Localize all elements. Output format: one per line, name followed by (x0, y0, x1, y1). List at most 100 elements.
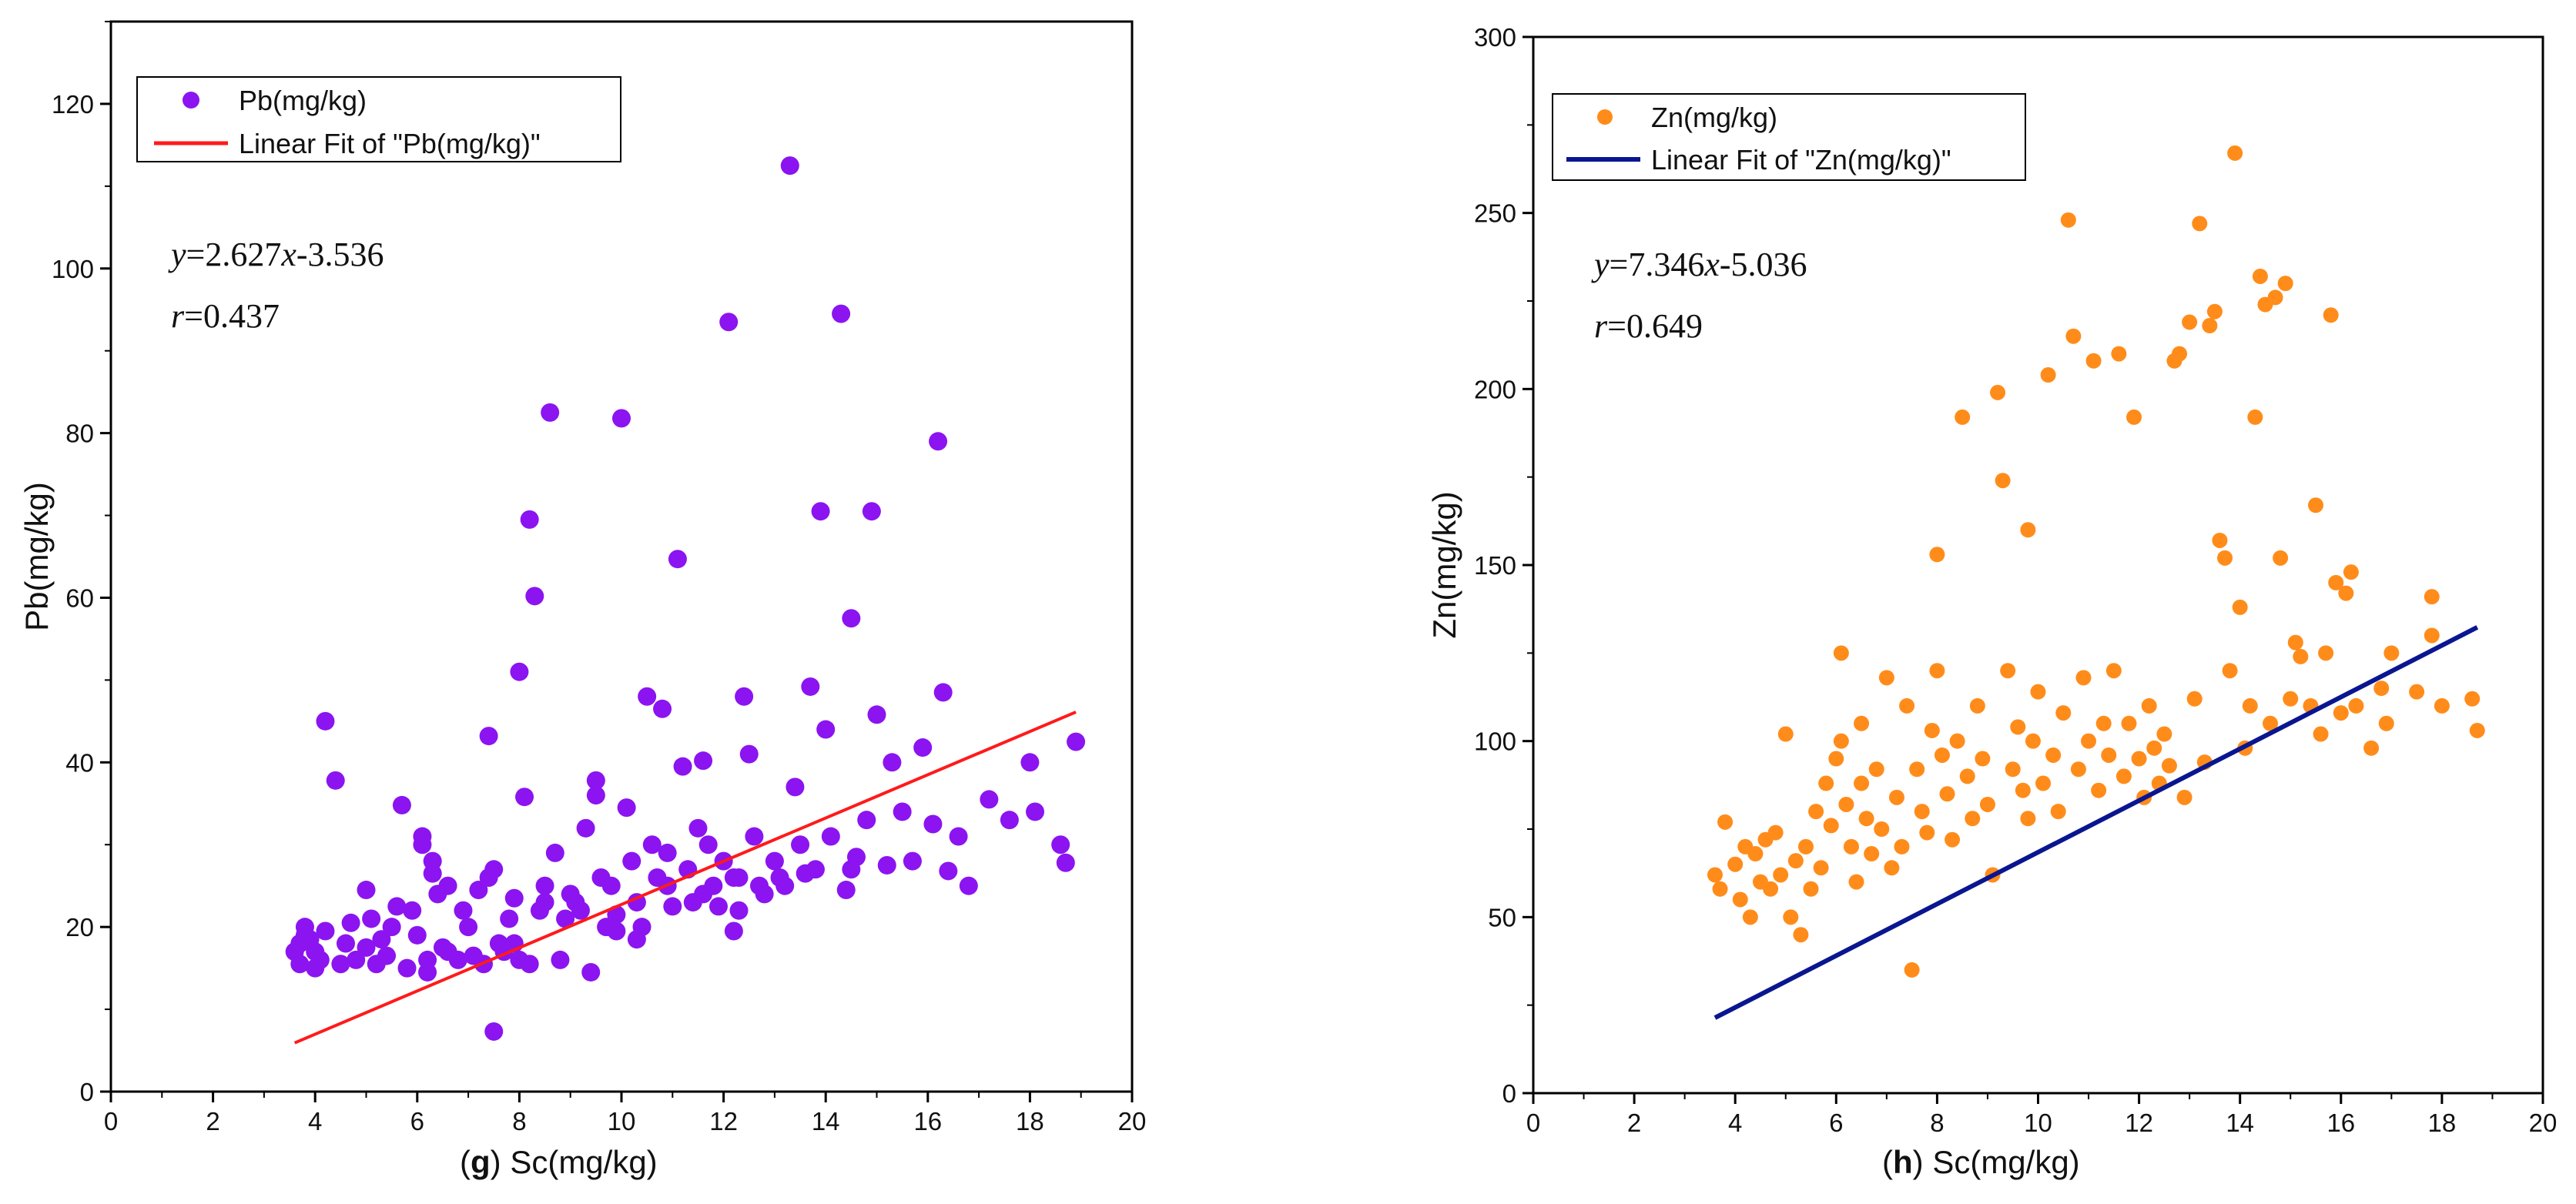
data-point-h (2176, 789, 2192, 805)
data-point-h (1727, 856, 1744, 872)
data-point-h (1965, 811, 1981, 827)
data-point-h (1717, 814, 1734, 830)
data-point-h (2020, 811, 2036, 827)
data-point-g (883, 753, 902, 772)
data-point-g (407, 925, 427, 945)
y-tick-label-g: 40 (65, 748, 94, 777)
data-point-h (2020, 522, 2036, 538)
data-point-h (2045, 747, 2062, 763)
fit-line-h (1713, 625, 2479, 1020)
x-tick-label-g: 2 (206, 1107, 219, 1135)
data-point-h (2075, 670, 2092, 686)
data-point-h (2222, 663, 2238, 679)
data-point-h (2283, 691, 2299, 707)
data-point-g (510, 662, 529, 681)
data-point-g (413, 835, 432, 855)
data-point-g (842, 860, 861, 879)
data-point-h (2434, 697, 2450, 714)
data-point-h (2263, 715, 2279, 731)
data-point-g (535, 893, 554, 912)
data-point-g (786, 778, 805, 797)
data-point-h (1763, 881, 1779, 897)
y-tick-label-g: 80 (65, 420, 94, 448)
legend-h (1552, 93, 2026, 181)
data-point-g (566, 893, 585, 912)
data-point-g (484, 860, 504, 879)
x-tick-label-g: 0 (104, 1107, 118, 1135)
data-point-h (2126, 409, 2142, 425)
y-tick-label-h: 0 (1502, 1079, 1516, 1108)
x-ticks-h: 0 2 4 6 8 10 12 14 16 18 20 (1526, 1093, 2558, 1137)
correlation-h: r=0.649 (1594, 307, 1703, 345)
data-point-h (1868, 761, 1884, 778)
data-point-h (2070, 761, 2086, 778)
data-point-g (862, 502, 881, 521)
data-point-h (2060, 212, 2076, 228)
data-point-h (1712, 881, 1728, 897)
data-point-h (1914, 804, 1930, 820)
data-point-h (2378, 715, 2394, 731)
data-point-g (541, 403, 560, 422)
x-tick-label-h: 12 (2125, 1109, 2153, 1137)
data-point-h (2085, 353, 2102, 369)
data-point-g (1056, 853, 1075, 872)
data-point-g (842, 609, 861, 628)
data-point-h (1955, 409, 1971, 425)
data-point-g (877, 855, 896, 875)
data-point-h (2383, 645, 2400, 661)
x-tick-label-g: 18 (1016, 1107, 1044, 1135)
data-point-h (1767, 824, 1784, 841)
data-point-h (2030, 684, 2046, 700)
data-point-h (2267, 289, 2283, 306)
x-tick-label-g: 8 (512, 1107, 526, 1135)
data-point-g (484, 1022, 504, 1041)
data-point-g (576, 818, 595, 838)
data-point-g (893, 802, 912, 821)
y-tick-label-h: 100 (1474, 727, 1516, 756)
data-point-h (2232, 599, 2248, 615)
data-point-h (2050, 804, 2066, 820)
data-point-g (832, 304, 851, 323)
data-point-h (2227, 145, 2243, 161)
x-tick-label-g: 14 (812, 1107, 840, 1135)
data-point-g (423, 864, 442, 883)
x-tick-label-h: 16 (2326, 1109, 2355, 1137)
data-point-g (622, 851, 641, 871)
y-tick-label-g: 20 (65, 913, 94, 941)
data-point-g (668, 550, 687, 569)
data-point-h (1838, 796, 1854, 812)
data-point-g (745, 827, 764, 846)
data-point-g (515, 788, 534, 807)
x-tick-label-h: 20 (2529, 1109, 2558, 1137)
data-point-g (612, 409, 631, 428)
data-point-h (2206, 303, 2223, 319)
data-point-h (2242, 697, 2258, 714)
data-point-g (290, 934, 310, 953)
data-point-h (1858, 811, 1874, 827)
data-point-h (2182, 314, 2198, 330)
data-point-g (520, 510, 539, 529)
x-tick-label-h: 10 (2024, 1109, 2052, 1137)
y-tick-label-h: 50 (1488, 903, 1516, 931)
data-point-g (1000, 811, 1019, 830)
data-point-g (1026, 802, 1045, 821)
data-point-h (1803, 881, 1819, 897)
data-point-h (1975, 751, 1991, 767)
data-point-h (1854, 775, 1870, 791)
data-point-h (1813, 860, 1829, 876)
data-point-g (638, 687, 657, 706)
y-ticks-h: 0 50 100 150 200 250 300 (1474, 23, 1533, 1108)
data-point-h (2212, 532, 2228, 548)
data-point-g (500, 909, 519, 928)
data-point-h (2111, 346, 2127, 362)
data-point-h (1949, 733, 1965, 749)
data-point-h (2202, 318, 2218, 334)
data-point-g (556, 909, 575, 928)
data-point-h (2293, 648, 2309, 664)
data-point-h (2010, 719, 2026, 735)
data-point-h (1833, 733, 1849, 749)
data-point-g (913, 738, 933, 758)
data-point-h (2277, 276, 2293, 292)
data-point-h (2146, 740, 2162, 756)
x-tick-label-g: 6 (410, 1107, 424, 1135)
